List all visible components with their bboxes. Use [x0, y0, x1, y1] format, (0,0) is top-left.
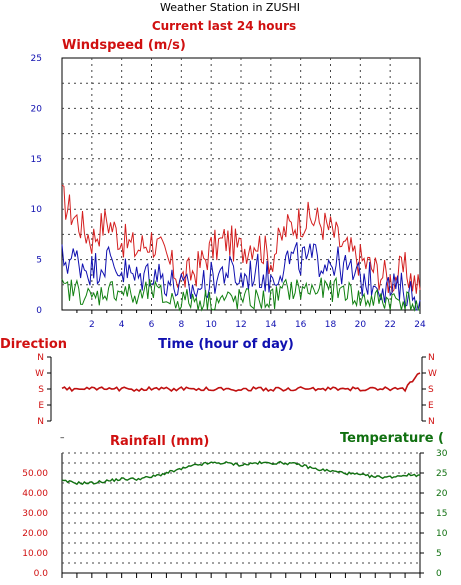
direction-panel: N NW WS SE EN N: [35, 353, 437, 427]
windspeed-xtick: 14: [265, 320, 277, 330]
direction-ytick-left: E: [38, 401, 44, 411]
rain-ytick-left: 20.00: [22, 529, 48, 539]
windspeed-series-line: [61, 184, 421, 294]
windspeed-xtick: 4: [119, 320, 125, 330]
windspeed-ytick: 5: [36, 256, 42, 266]
windspeed-ytick: 10: [31, 205, 43, 215]
direction-series-line: [61, 372, 421, 393]
direction-ytick-left: N: [37, 353, 44, 363]
windspeed-ytick: 0: [36, 306, 42, 316]
windspeed-xtick: 16: [295, 320, 307, 330]
rain-ytick-left: 0.0: [34, 569, 49, 579]
windspeed-series-line: [61, 242, 421, 311]
rainfall-temperature-panel: 0.0 10.00 20.00 30.00 40.00 50.00 0 5 10 15 20 25 30…: [22, 433, 447, 579]
direction-title: Direction: [0, 337, 67, 352]
direction-ytick-left: S: [38, 385, 44, 395]
direction-ytick-left: N: [37, 417, 44, 427]
temp-ytick-right: 25: [436, 469, 447, 479]
windspeed-xtick: 10: [205, 320, 217, 330]
windspeed-ytick: 15: [31, 155, 42, 165]
windspeed-title: Windspeed (m/s): [62, 38, 186, 53]
direction-ytick-right: E: [428, 401, 434, 411]
rain-ytick-left: 30.00: [22, 509, 48, 519]
station-title: Weather Station in ZUSHI: [160, 1, 300, 14]
windspeed-ytick: 25: [31, 54, 42, 64]
rain-dash-mark: –: [60, 433, 65, 443]
period-title: Current last 24 hours: [152, 19, 296, 33]
direction-ytick-left: W: [35, 369, 44, 379]
windspeed-series-line: [61, 276, 420, 312]
temperature-title: Temperature (: [340, 431, 444, 446]
direction-ytick-right: S: [428, 385, 434, 395]
windspeed-xtick: 12: [235, 320, 246, 330]
direction-ytick-right: N: [428, 353, 435, 363]
temp-ytick-right: 10: [436, 529, 448, 539]
windspeed-xtick: 6: [149, 320, 155, 330]
windspeed-xtick: 18: [325, 320, 337, 330]
rain-ytick-left: 10.00: [22, 549, 48, 559]
windspeed-xtick: 24: [414, 320, 426, 330]
windspeed-ytick: 20: [31, 104, 43, 114]
temp-ytick-right: 5: [436, 549, 442, 559]
direction-ytick-right: N: [428, 417, 435, 427]
temp-ytick-right: 20: [436, 489, 448, 499]
temp-ytick-right: 0: [436, 569, 442, 579]
windspeed-xtick: 2: [89, 320, 95, 330]
time-axis-label: Time (hour of day): [158, 337, 294, 352]
windspeed-xtick: 22: [384, 320, 395, 330]
temperature-series-line: [61, 460, 421, 486]
windspeed-xtick: 8: [178, 320, 184, 330]
rainfall-title: Rainfall (mm): [110, 434, 209, 449]
rain-ytick-left: 50.00: [22, 469, 48, 479]
direction-ytick-right: W: [428, 369, 437, 379]
windspeed-xtick: 20: [355, 320, 367, 330]
temp-ytick-right: 15: [436, 509, 447, 519]
rain-ytick-left: 40.00: [22, 489, 48, 499]
temp-ytick-right: 30: [436, 449, 448, 459]
